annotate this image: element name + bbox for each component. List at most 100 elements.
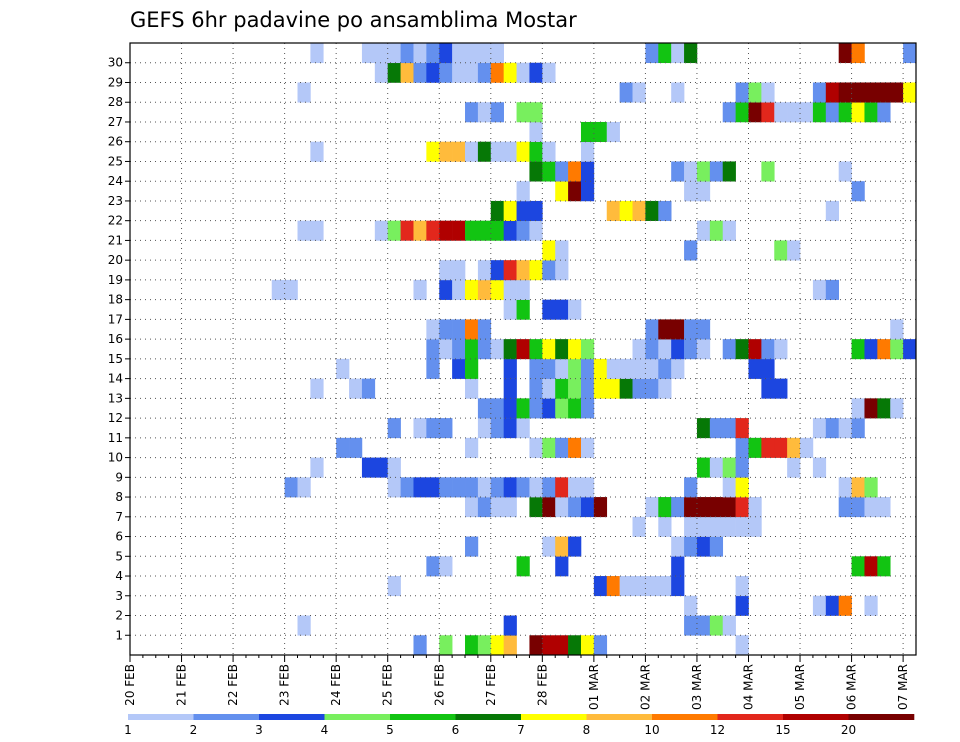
heatmap-cell <box>684 516 698 537</box>
heatmap-cell <box>568 181 582 202</box>
heatmap-cell <box>452 141 466 162</box>
heatmap-cell <box>748 497 762 518</box>
y-tick-label: 15 <box>108 352 123 366</box>
heatmap-cell <box>735 102 749 123</box>
x-tick-label: 02 MAR <box>638 664 652 710</box>
x-tick-label: 20 FEB <box>123 664 137 706</box>
heatmap-cell <box>658 200 672 221</box>
heatmap-cell <box>516 299 530 320</box>
heatmap-cell <box>439 260 453 281</box>
heatmap-cell <box>606 121 620 143</box>
colorbar-swatch <box>324 714 391 720</box>
heatmap-cell <box>490 62 504 83</box>
heatmap-cell <box>516 141 530 162</box>
heatmap-cell <box>812 418 827 439</box>
heatmap-cell <box>632 516 646 537</box>
x-tick-label: 25 FEB <box>381 664 395 706</box>
x-tick-label: 23 FEB <box>278 664 292 706</box>
heatmap-cell <box>580 378 595 399</box>
heatmap-cell <box>722 339 736 360</box>
heatmap-cell <box>490 220 504 241</box>
heatmap-cell <box>851 102 865 123</box>
heatmap-cell <box>490 418 504 439</box>
colorbar-swatch <box>193 714 260 720</box>
heatmap-cell <box>735 497 749 518</box>
x-tick-label: 01 MAR <box>587 664 601 710</box>
heatmap-cell <box>387 220 401 241</box>
colorbar-label: 1 <box>124 723 132 737</box>
heatmap-cell <box>555 477 569 498</box>
heatmap-cell <box>477 339 492 360</box>
heatmap-cell <box>490 477 504 498</box>
heatmap-cell <box>297 477 311 498</box>
y-tick-label: 22 <box>108 214 123 228</box>
heatmap-cell <box>516 181 530 202</box>
x-tick-label: 03 MAR <box>690 664 704 710</box>
heatmap-cell <box>761 378 775 399</box>
heatmap-cell <box>619 200 633 221</box>
heatmap-cell <box>400 477 414 498</box>
heatmap-cell <box>735 437 749 458</box>
heatmap-cell <box>606 200 620 221</box>
heatmap-cell <box>516 398 530 419</box>
heatmap-cell <box>503 260 517 281</box>
heatmap-cell <box>529 358 543 379</box>
heatmap-cell <box>593 497 608 518</box>
heatmap-cell <box>529 635 543 656</box>
heatmap-cell <box>722 477 736 498</box>
grid-lines <box>130 43 916 655</box>
heatmap-cell <box>593 121 608 143</box>
heatmap-cell <box>336 358 350 379</box>
heatmap-cell <box>877 556 891 577</box>
heatmap-cell <box>684 595 698 616</box>
heatmap-cell <box>503 378 517 399</box>
heatmap-cell <box>490 497 504 518</box>
heatmap-cell <box>580 181 595 202</box>
heatmap-cell <box>735 457 749 478</box>
heatmap-cell <box>684 477 698 498</box>
heatmap-cell <box>426 319 440 340</box>
y-tick-label: 27 <box>108 115 123 129</box>
heatmap-cell <box>426 477 440 498</box>
heatmap-cell <box>529 378 543 399</box>
heatmap-cell <box>606 358 620 379</box>
y-tick-label: 29 <box>108 75 123 89</box>
heatmap-cell <box>542 358 556 379</box>
heatmap-cell <box>838 82 852 103</box>
heatmap-cell <box>503 279 517 300</box>
heatmap-cell <box>890 82 904 103</box>
heatmap-cell <box>580 141 595 162</box>
heatmap-cell <box>439 62 453 83</box>
heatmap-cell <box>735 339 749 360</box>
heatmap-cell <box>465 339 479 360</box>
heatmap-cell <box>580 635 595 656</box>
heatmap-cell <box>735 516 749 537</box>
heatmap-cell <box>864 497 878 518</box>
heatmap-cell <box>452 62 466 83</box>
heatmap-cell <box>452 477 466 498</box>
colorbar-label: 6 <box>452 723 460 737</box>
heatmap-cell <box>297 615 311 636</box>
heatmap-cell <box>838 497 852 518</box>
heatmap-cell <box>555 260 569 281</box>
heatmap-cell <box>465 43 479 64</box>
heatmap-cell <box>761 437 775 458</box>
heatmap-cell <box>568 358 582 379</box>
heatmap-cell <box>542 378 556 399</box>
heatmap-cell <box>761 339 775 360</box>
heatmap-cell <box>568 437 582 458</box>
y-tick-label: 17 <box>108 312 123 326</box>
heatmap-cell <box>658 378 672 399</box>
heatmap-cell <box>593 358 608 379</box>
colorbar-label: 8 <box>583 723 591 737</box>
y-tick-label: 5 <box>115 549 123 563</box>
heatmap-cell <box>851 82 865 103</box>
heatmap-cell <box>310 220 324 241</box>
heatmap-cell <box>516 477 530 498</box>
heatmap-cell <box>439 556 453 577</box>
heatmap-cell <box>555 358 569 379</box>
heatmap-cell <box>619 82 633 103</box>
heatmap-cell <box>452 319 466 340</box>
heatmap-cell <box>632 576 646 597</box>
y-tick-label: 25 <box>108 154 123 168</box>
